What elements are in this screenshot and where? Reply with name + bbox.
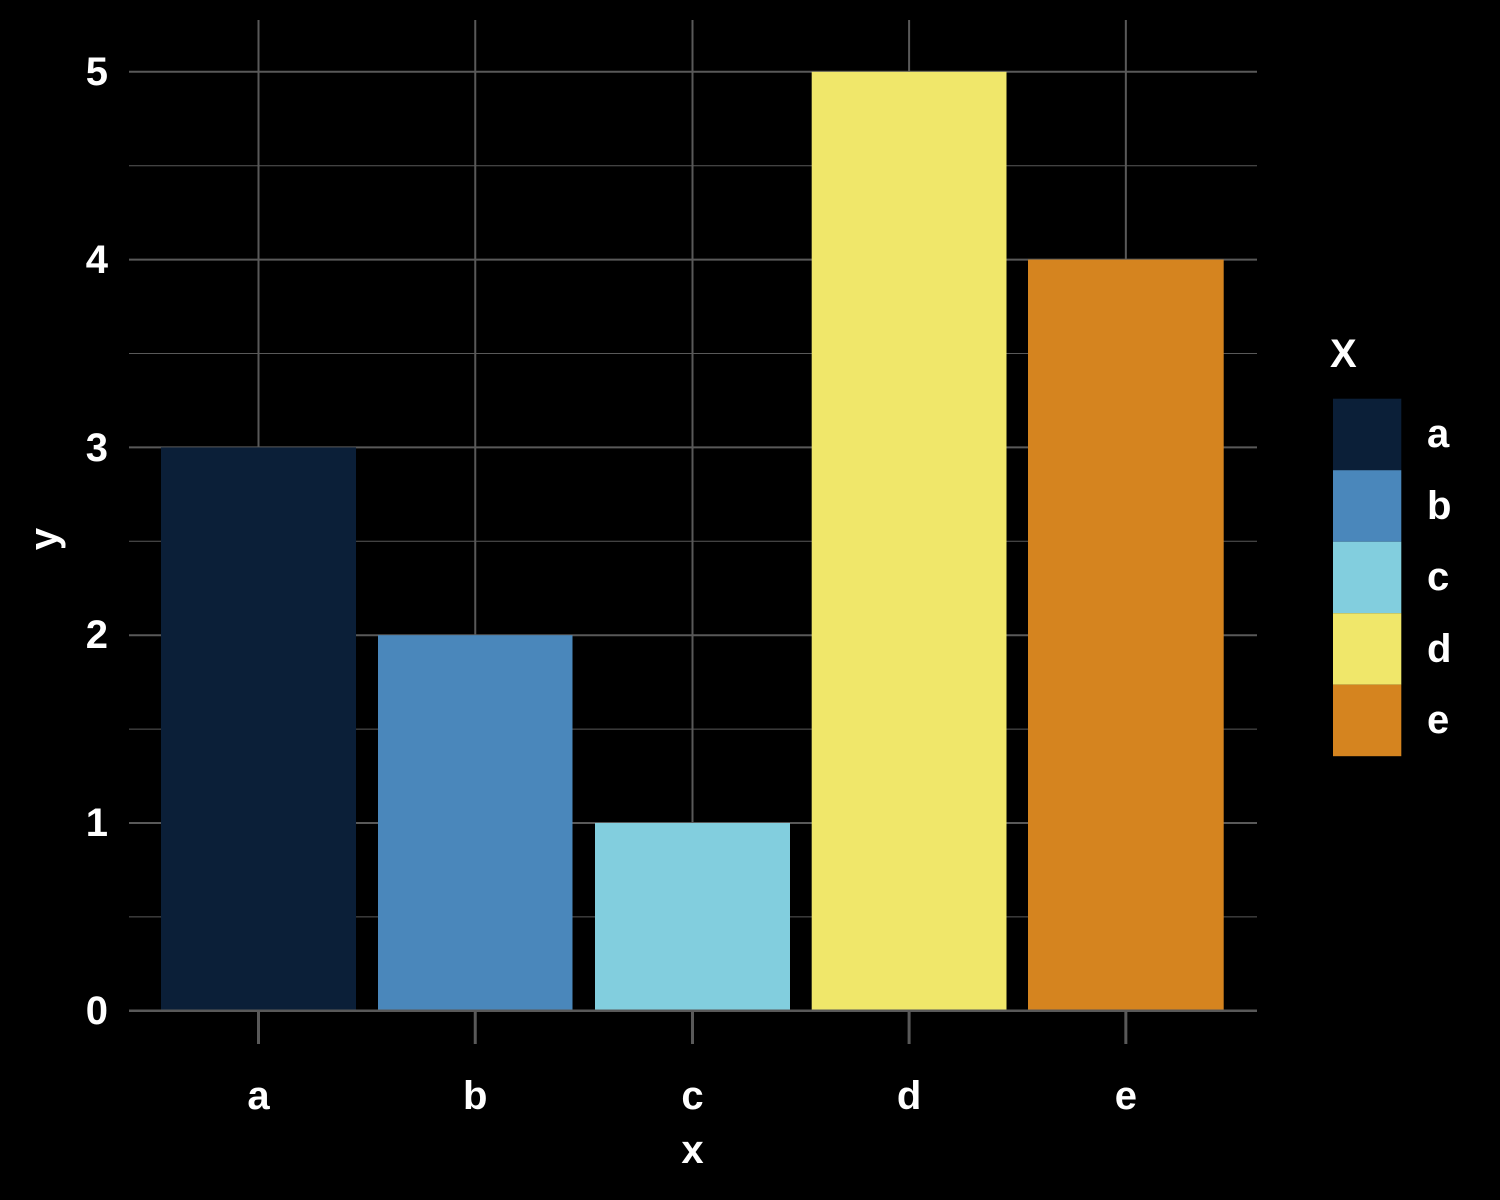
- svg-text:x: x: [681, 1128, 703, 1172]
- svg-text:y: y: [22, 527, 66, 550]
- svg-text:X: X: [1330, 332, 1357, 376]
- svg-text:b: b: [463, 1074, 487, 1118]
- svg-text:2: 2: [86, 613, 108, 657]
- svg-text:e: e: [1427, 698, 1449, 742]
- svg-text:e: e: [1115, 1074, 1137, 1118]
- svg-text:1: 1: [86, 801, 108, 845]
- svg-text:5: 5: [86, 50, 108, 94]
- svg-text:4: 4: [86, 238, 109, 282]
- svg-text:c: c: [1427, 555, 1449, 599]
- svg-text:c: c: [681, 1074, 703, 1118]
- svg-text:0: 0: [86, 989, 108, 1033]
- svg-text:3: 3: [86, 426, 108, 470]
- svg-text:d: d: [1427, 627, 1451, 671]
- svg-text:d: d: [897, 1074, 921, 1118]
- svg-text:a: a: [247, 1074, 270, 1118]
- svg-text:a: a: [1427, 412, 1450, 456]
- svg-text:b: b: [1427, 484, 1451, 528]
